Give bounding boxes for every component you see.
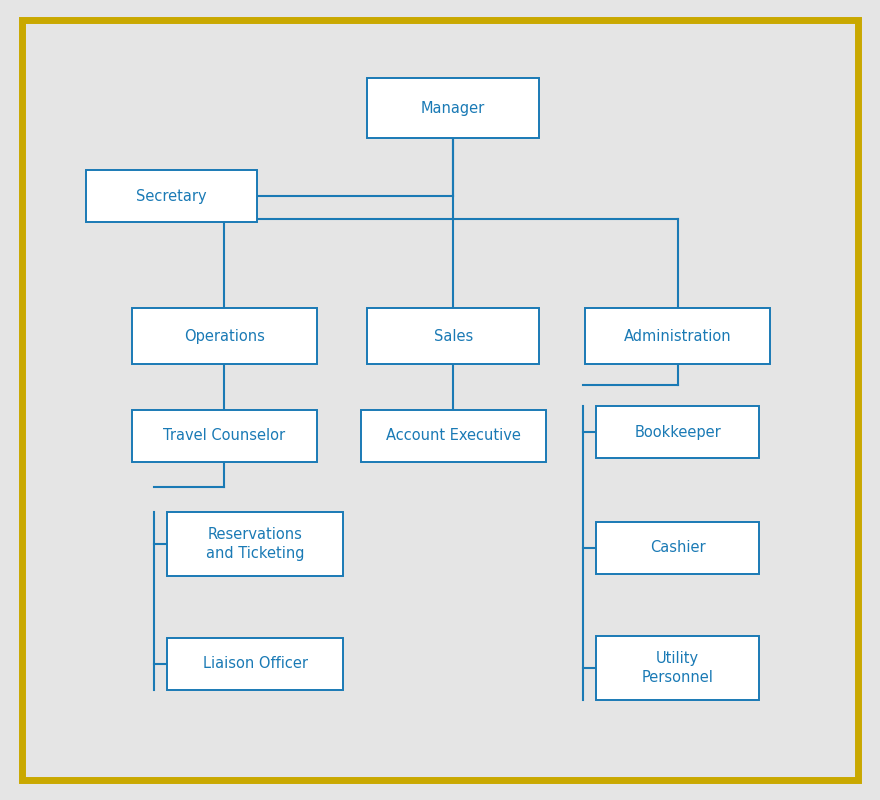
Text: Utility
Personnel: Utility Personnel xyxy=(642,650,714,686)
FancyBboxPatch shape xyxy=(361,410,546,462)
Text: Bookkeeper: Bookkeeper xyxy=(634,425,721,439)
Text: Sales: Sales xyxy=(434,329,473,343)
Text: Operations: Operations xyxy=(184,329,265,343)
Text: Administration: Administration xyxy=(624,329,731,343)
FancyBboxPatch shape xyxy=(167,638,343,690)
Text: Manager: Manager xyxy=(421,101,486,115)
FancyBboxPatch shape xyxy=(167,512,343,576)
FancyBboxPatch shape xyxy=(597,522,759,574)
FancyBboxPatch shape xyxy=(368,308,539,364)
Text: Secretary: Secretary xyxy=(136,189,207,203)
FancyBboxPatch shape xyxy=(597,636,759,700)
FancyBboxPatch shape xyxy=(132,308,317,364)
Text: Travel Counselor: Travel Counselor xyxy=(164,429,285,443)
FancyBboxPatch shape xyxy=(597,406,759,458)
FancyBboxPatch shape xyxy=(132,410,317,462)
FancyBboxPatch shape xyxy=(368,78,539,138)
Text: Cashier: Cashier xyxy=(649,541,706,555)
FancyBboxPatch shape xyxy=(86,170,258,222)
Text: Account Executive: Account Executive xyxy=(385,429,521,443)
Text: Liaison Officer: Liaison Officer xyxy=(202,657,308,671)
Text: Reservations
and Ticketing: Reservations and Ticketing xyxy=(206,526,304,562)
FancyBboxPatch shape xyxy=(585,308,770,364)
